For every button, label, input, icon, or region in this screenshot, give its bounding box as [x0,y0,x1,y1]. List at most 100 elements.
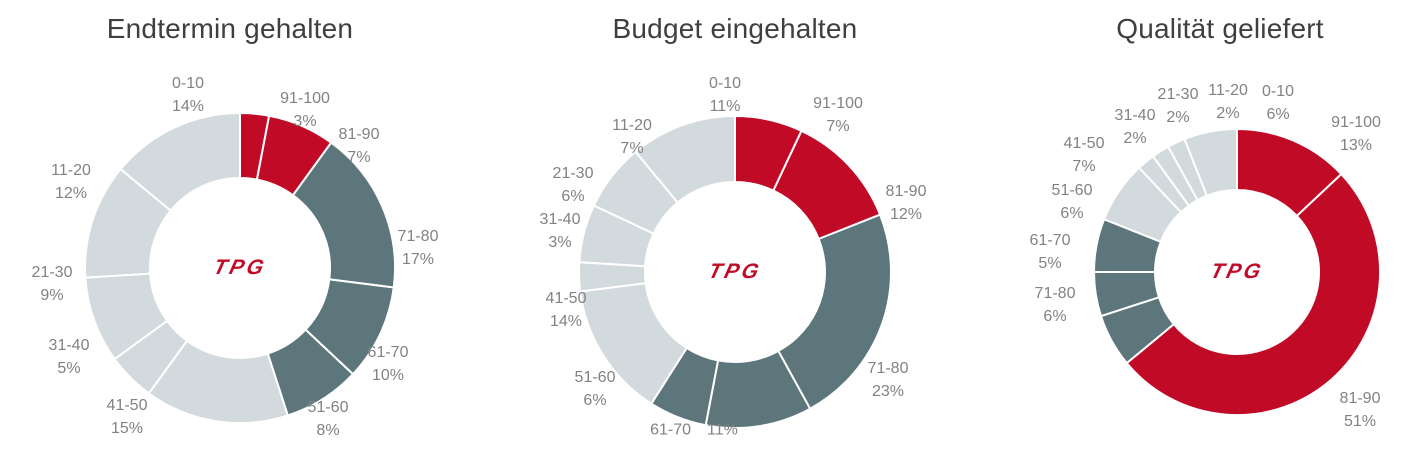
slice-label-71-80: 71-80 23% [868,357,909,403]
slice-percent: 3% [293,113,317,130]
slice-range: 11-20 [1208,82,1248,99]
slice-label-11-20: 11-20 2% [1208,79,1248,125]
slice-range: 11-20 [612,117,652,134]
slice-percent: 8% [316,422,340,439]
slice-percent: 12% [54,185,88,202]
slice-percent: 10% [371,367,405,384]
slice-label-11-20: 11-20 12% [51,159,91,205]
slice-percent: 2% [1123,130,1147,147]
slice-range: 61-70 [1029,232,1071,249]
chart-title-endtermin: Endtermin gehalten [106,13,354,44]
slice-range: 61-70 [650,421,692,439]
donut-slice-81-90 [1125,172,1382,417]
donut-slice-51-60 [650,346,720,427]
slice-range: 11-20 [51,162,91,179]
slice-range: 91-100 [1331,114,1381,131]
slice-label-0-10: 0-10 6% [1262,80,1294,126]
slice-label-61-70: 61-70 10% [368,341,409,387]
slice-range: 51-60 [574,369,616,386]
slice-label-81-90: 81-90 12% [886,180,927,226]
slice-percent: 6% [1043,308,1067,325]
slice-label-51-60: 51-60 6% [1052,179,1093,225]
tpg-logo: TPG [211,256,270,279]
slice-range: 81-90 [338,126,380,143]
donut-slice-61-70 [304,278,395,376]
slice-label-71-80: 71-80 6% [1035,282,1076,328]
donut-slice-41-50 [579,282,689,406]
slice-percent: 13% [1339,137,1373,154]
slice-range: 81-90 [1339,390,1381,407]
slice-percent: 7% [620,140,644,157]
donut-slice-31-40 [1137,154,1191,214]
donut-slice-11-20 [84,167,173,279]
slice-range: 21-30 [31,264,73,281]
slice-label-51-60: 51-60 6% [575,366,616,412]
donut-slice-21-30 [578,204,655,268]
slice-percent: 6% [1266,106,1290,123]
donut-slice-81-90 [771,129,882,241]
slice-range: 0-10 [1261,83,1295,100]
slice-percent: 17% [401,251,435,268]
donut-slice-91-100 [1236,127,1343,218]
donut-slice-11-20 [1166,137,1209,202]
slice-percent: 14% [549,313,583,330]
slice-range: 81-90 [885,183,927,200]
slice-range: 41-50 [1063,135,1105,152]
chart-title-budget: Budget eingehalten [612,13,858,44]
slice-label-61-70: 61-70 11% [650,419,738,442]
slice-percent: 14% [171,98,205,115]
slice-percent: 6% [583,392,607,409]
slice-range: 21-30 [1157,86,1199,103]
slice-percent: 2% [1216,105,1240,122]
slice-percent: 7% [826,118,850,135]
slice-label-21-30: 21-30 6% [553,162,594,208]
slice-label-61-70: 61-70 5% [1030,229,1071,275]
slice-range: 41-50 [106,397,148,414]
slice-percent: 23% [871,383,905,400]
slice-range: 31-40 [539,211,581,228]
slice-percent: 7% [347,149,371,166]
slice-label-51-60: 51-60 8% [308,396,349,442]
slice-range: 31-40 [48,337,90,354]
slice-label-0-10: 0-10 14% [172,72,204,118]
slice-range: 21-30 [552,165,594,182]
chart-title-qualitaet: Qualität geliefert [1116,13,1324,44]
slice-label-41-50: 41-50 14% [546,287,587,333]
donut-slice-71-80 [1099,296,1176,365]
slice-percent: 11% [709,98,741,115]
slice-label-91-100: 91-100 3% [280,87,330,133]
tpg-logo: TPG [706,260,765,283]
slice-label-21-30: 21-30 2% [1158,83,1199,129]
slice-range: 71-80 [867,360,909,377]
slice-percent: 5% [57,360,81,377]
slice-label-91-100: 91-100 13% [1331,111,1381,157]
donut-slice-71-80 [777,213,892,411]
slice-percent: 3% [548,234,572,251]
donut-slice-91-100 [734,114,803,192]
donut-slice-11-20 [592,150,680,236]
slice-range: 91-100 [813,95,863,112]
slice-label-11-20: 11-20 7% [612,114,652,160]
donut-slice-71-80 [291,141,396,289]
slice-range: 71-80 [1034,285,1076,302]
slice-range: 0-10 [708,75,742,92]
slice-range: 71-80 [397,228,439,245]
donut-slice-21-30 [1151,145,1199,208]
donut-slice-41-50 [1102,166,1183,244]
donut-slice-61-70 [704,349,812,430]
slice-label-31-40: 31-40 2% [1115,104,1156,150]
slice-label-31-40: 31-40 3% [540,208,581,254]
slice-range: 41-50 [545,290,587,307]
slice-percent: 12% [889,206,923,223]
donut-slice-0-10 [634,114,736,205]
slice-range: 51-60 [1051,182,1093,199]
donut-slice-0-10 [1183,127,1238,198]
slice-percent: 7% [1072,158,1096,175]
donut-slice-41-50 [147,339,290,424]
